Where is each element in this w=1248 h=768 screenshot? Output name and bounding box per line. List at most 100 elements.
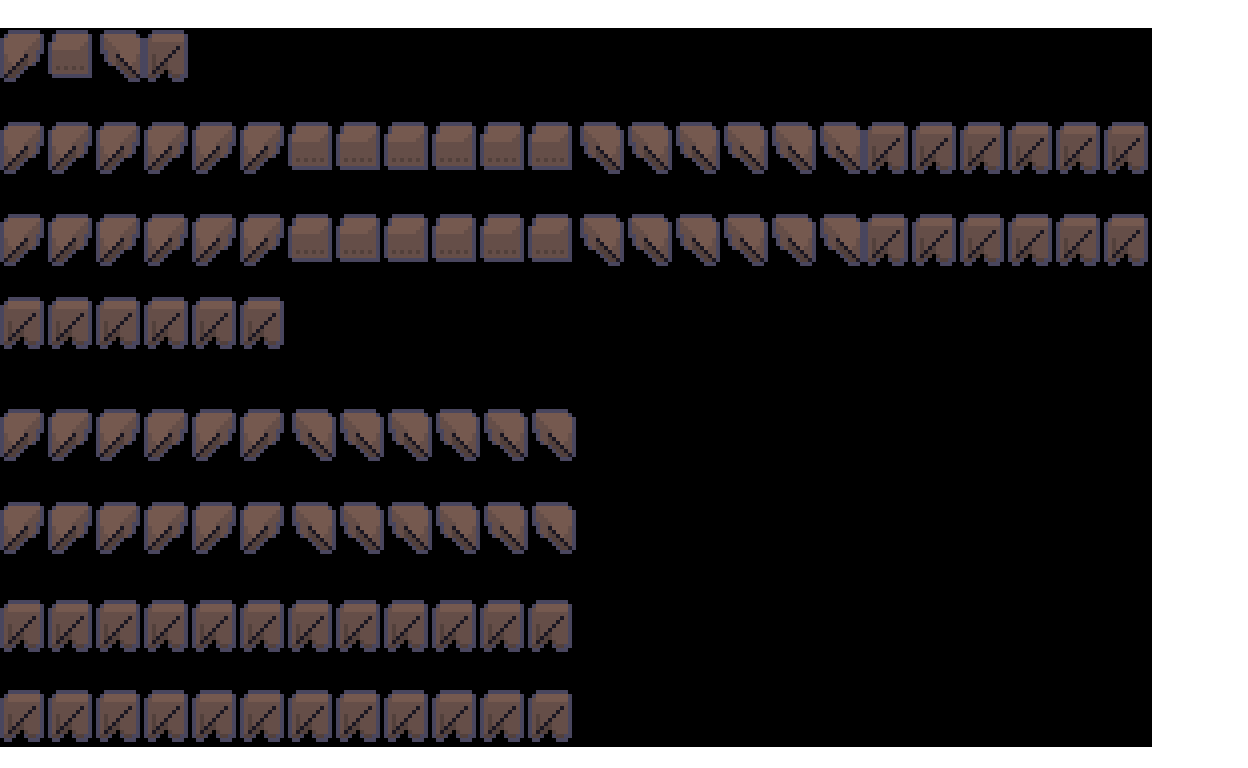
hair-hood-front-icon xyxy=(480,600,528,652)
hair-hood-front-icon xyxy=(144,600,192,652)
sprite-row-6 xyxy=(0,502,1152,554)
hair-side-swept-flipped-icon xyxy=(816,122,864,174)
hair-side-swept-flipped-icon xyxy=(672,122,720,174)
hair-hood-front-icon xyxy=(336,690,384,742)
hair-bowl-back-icon xyxy=(432,214,480,266)
hair-hood-front-icon xyxy=(528,600,576,652)
hair-side-swept-flipped-icon xyxy=(576,122,624,174)
sprite-row-4 xyxy=(0,297,1152,349)
hair-hood-front-icon xyxy=(96,600,144,652)
hair-hood-front-icon xyxy=(288,690,336,742)
hair-hood-front-icon xyxy=(240,600,288,652)
hair-side-swept-icon xyxy=(0,30,48,82)
hair-side-swept-flipped-icon xyxy=(480,409,528,461)
hair-side-swept-icon xyxy=(0,409,48,461)
hair-side-swept-icon xyxy=(144,214,192,266)
hair-side-swept-icon xyxy=(0,214,48,266)
hair-hood-front-icon xyxy=(144,690,192,742)
hair-bowl-back-icon xyxy=(48,30,96,82)
hair-side-swept-icon xyxy=(0,122,48,174)
hair-hood-front-icon xyxy=(96,690,144,742)
hair-side-swept-flipped-icon xyxy=(384,502,432,554)
hair-side-swept-flipped-icon xyxy=(576,214,624,266)
sprite-sheet xyxy=(0,28,1152,747)
hair-side-swept-icon xyxy=(240,122,288,174)
hair-bowl-back-icon xyxy=(480,122,528,174)
hair-side-swept-icon xyxy=(144,409,192,461)
sprite-row-5 xyxy=(0,409,1152,461)
hair-hood-front-icon xyxy=(192,297,240,349)
hair-hood-front-icon xyxy=(432,600,480,652)
hair-side-swept-flipped-icon xyxy=(624,122,672,174)
hair-hood-front-icon xyxy=(864,122,912,174)
hair-side-swept-flipped-icon xyxy=(432,409,480,461)
hair-hood-front-icon xyxy=(864,214,912,266)
hair-bowl-back-icon xyxy=(384,214,432,266)
hair-hood-front-icon xyxy=(48,297,96,349)
hair-side-swept-icon xyxy=(192,409,240,461)
hair-bowl-back-icon xyxy=(528,214,576,266)
hair-bowl-back-icon xyxy=(336,122,384,174)
hair-hood-front-icon xyxy=(48,690,96,742)
hair-bowl-back-icon xyxy=(288,214,336,266)
hair-hood-front-icon xyxy=(1104,122,1152,174)
hair-hood-front-icon xyxy=(48,600,96,652)
hair-side-swept-flipped-icon xyxy=(624,214,672,266)
hair-hood-front-icon xyxy=(912,122,960,174)
hair-side-swept-icon xyxy=(240,214,288,266)
sprite-row-2 xyxy=(0,122,1152,174)
hair-hood-front-icon xyxy=(1056,214,1104,266)
hair-hood-front-icon xyxy=(0,690,48,742)
hair-side-swept-icon xyxy=(192,502,240,554)
hair-hood-front-icon xyxy=(480,690,528,742)
hair-hood-front-icon xyxy=(960,122,1008,174)
sprite-row-7 xyxy=(0,600,1152,652)
hair-side-swept-flipped-icon xyxy=(384,409,432,461)
hair-hood-front-icon xyxy=(384,600,432,652)
hair-bowl-back-icon xyxy=(336,214,384,266)
hair-hood-front-icon xyxy=(384,690,432,742)
hair-side-swept-flipped-icon xyxy=(672,214,720,266)
hair-side-swept-flipped-icon xyxy=(720,122,768,174)
hair-hood-front-icon xyxy=(960,214,1008,266)
hair-side-swept-icon xyxy=(48,122,96,174)
hair-side-swept-flipped-icon xyxy=(432,502,480,554)
hair-side-swept-icon xyxy=(144,502,192,554)
hair-hood-front-icon xyxy=(288,600,336,652)
hair-side-swept-flipped-icon xyxy=(480,502,528,554)
hair-side-swept-flipped-icon xyxy=(816,214,864,266)
hair-bowl-back-icon xyxy=(480,214,528,266)
hair-hood-front-icon xyxy=(912,214,960,266)
hair-side-swept-flipped-icon xyxy=(528,409,576,461)
hair-side-swept-flipped-icon xyxy=(768,122,816,174)
hair-hood-front-icon xyxy=(144,30,192,82)
hair-side-swept-icon xyxy=(192,214,240,266)
hair-hood-front-icon xyxy=(0,600,48,652)
hair-hood-front-icon xyxy=(1056,122,1104,174)
hair-side-swept-icon xyxy=(144,122,192,174)
hair-side-swept-flipped-icon xyxy=(720,214,768,266)
hair-side-swept-icon xyxy=(240,502,288,554)
hair-side-swept-icon xyxy=(96,409,144,461)
hair-bowl-back-icon xyxy=(432,122,480,174)
sprite-row-3 xyxy=(0,214,1152,266)
sprite-row-1 xyxy=(0,30,1152,82)
hair-hood-front-icon xyxy=(1104,214,1152,266)
hair-hood-front-icon xyxy=(0,297,48,349)
hair-side-swept-flipped-icon xyxy=(336,502,384,554)
hair-side-swept-flipped-icon xyxy=(528,502,576,554)
hair-side-swept-flipped-icon xyxy=(288,409,336,461)
hair-side-swept-flipped-icon xyxy=(96,30,144,82)
hair-hood-front-icon xyxy=(240,690,288,742)
hair-hood-front-icon xyxy=(528,690,576,742)
hair-side-swept-icon xyxy=(48,502,96,554)
hair-hood-front-icon xyxy=(1008,122,1056,174)
hair-side-swept-icon xyxy=(96,122,144,174)
hair-hood-front-icon xyxy=(192,690,240,742)
hair-side-swept-icon xyxy=(48,409,96,461)
hair-hood-front-icon xyxy=(144,297,192,349)
hair-side-swept-flipped-icon xyxy=(288,502,336,554)
hair-side-swept-icon xyxy=(48,214,96,266)
hair-bowl-back-icon xyxy=(528,122,576,174)
hair-hood-front-icon xyxy=(336,600,384,652)
